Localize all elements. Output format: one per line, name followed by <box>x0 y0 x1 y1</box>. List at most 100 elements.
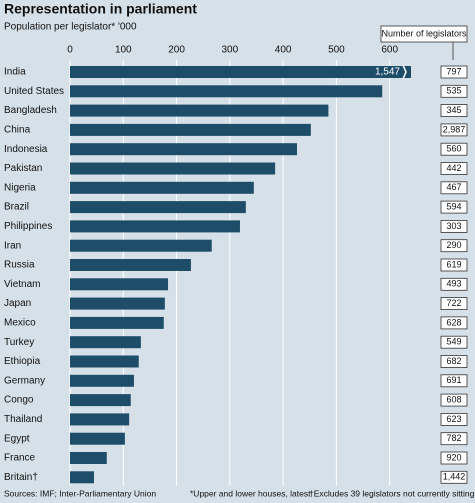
y-tick-label: France <box>4 453 36 464</box>
legislators-value: 628 <box>446 317 461 327</box>
legislators-value: 722 <box>446 298 461 308</box>
y-tick-label: Mexico <box>4 318 36 329</box>
legislators-value: 2,987 <box>443 124 466 134</box>
chart-subtitle: Population per legislator* '000 <box>4 22 137 33</box>
bar <box>70 66 411 78</box>
legislators-box <box>440 162 468 175</box>
y-tick-label: Thailand <box>4 414 42 425</box>
legislators-box <box>440 200 468 214</box>
x-tick-label: 300 <box>222 45 239 56</box>
y-tick-label: United States <box>4 86 64 97</box>
y-tick-label: Japan <box>4 298 31 309</box>
legislators-value: 782 <box>446 433 461 443</box>
y-tick-label: Iran <box>4 240 21 251</box>
legislators-value: 608 <box>446 394 461 404</box>
legislators-box <box>440 258 468 272</box>
legislators-header: Number of legislators <box>381 28 467 38</box>
bar <box>70 201 246 214</box>
y-tick-label: Bangladesh <box>4 105 57 116</box>
y-tick-label: Britain† <box>4 472 38 483</box>
value-label: 1,547 <box>375 67 400 78</box>
legislators-value: 535 <box>446 86 461 96</box>
legislators-value: 691 <box>446 375 461 385</box>
y-tick-label: Indonesia <box>4 144 48 155</box>
y-tick-label: Germany <box>4 375 45 386</box>
legislators-value: 290 <box>446 240 461 250</box>
legislators-box <box>440 470 468 484</box>
bar <box>70 297 165 310</box>
bar <box>70 220 240 233</box>
x-tick-label: 100 <box>115 45 132 56</box>
bar <box>70 162 276 175</box>
bar <box>70 394 131 407</box>
bar <box>70 316 164 329</box>
legislators-value: 549 <box>446 337 461 347</box>
legislators-box <box>440 432 468 446</box>
chart-title: Representation in parliament <box>4 1 197 17</box>
bar <box>70 181 254 194</box>
legislators-value: 797 <box>446 66 461 76</box>
y-tick-label: Turkey <box>4 337 34 348</box>
x-tick-label: 0 <box>67 45 73 56</box>
bar <box>70 336 141 349</box>
bar <box>70 355 139 368</box>
bar <box>70 471 94 484</box>
y-tick-label: Philippines <box>4 221 52 232</box>
legislators-header-box <box>380 25 468 43</box>
y-tick-label: Pakistan <box>4 163 42 174</box>
legislators-box <box>440 277 468 291</box>
legislators-value: 920 <box>446 452 461 462</box>
legislators-box <box>440 393 468 407</box>
bar <box>70 104 329 117</box>
legislators-value: 345 <box>446 105 461 115</box>
legislators-value: 619 <box>446 259 461 269</box>
footnote: Sources: IMF; Inter-Parliamentary Union <box>4 488 156 498</box>
y-tick-label: China <box>4 125 31 136</box>
y-tick-label: Egypt <box>4 433 30 444</box>
legislators-value: 1,442 <box>443 472 466 482</box>
y-tick-label: Vietnam <box>4 279 41 290</box>
legislators-box <box>440 335 468 349</box>
bar <box>70 374 134 387</box>
y-tick-label: Nigeria <box>4 182 36 193</box>
x-tick-label: 600 <box>381 45 398 56</box>
x-tick-label: 400 <box>275 45 292 56</box>
legislators-box <box>440 451 468 465</box>
legislators-box <box>440 374 468 388</box>
bar <box>70 239 212 252</box>
legislators-box <box>440 355 468 368</box>
y-tick-label: Congo <box>4 395 34 406</box>
bar <box>70 413 130 426</box>
bar <box>70 123 311 136</box>
y-tick-label: Ethiopia <box>4 356 41 367</box>
legislators-value: 623 <box>446 414 461 424</box>
y-tick-label: India <box>4 67 26 78</box>
legislators-value: 560 <box>446 144 461 154</box>
x-tick-label: 500 <box>328 45 345 56</box>
footnote: †Excludes 39 legislators not currently s… <box>309 488 475 498</box>
legislators-box <box>440 181 468 195</box>
x-tick-label: 200 <box>168 45 185 56</box>
legislators-box <box>440 104 468 117</box>
axis-break <box>402 64 407 80</box>
legislators-box <box>440 297 468 311</box>
legislators-value: 303 <box>446 221 461 231</box>
legislators-value: 493 <box>446 279 461 289</box>
legislators-box <box>440 219 468 233</box>
bar <box>70 259 191 271</box>
y-tick-label: Russia <box>4 260 35 271</box>
bar <box>70 85 383 98</box>
legislators-value: 594 <box>446 201 461 211</box>
legislators-box <box>440 123 468 137</box>
bar <box>70 452 107 464</box>
legislators-value: 682 <box>446 356 461 366</box>
legislators-box <box>440 316 468 330</box>
legislators-box <box>440 239 468 253</box>
legislators-box <box>440 65 468 79</box>
legislators-box <box>440 142 468 156</box>
bar <box>70 278 169 291</box>
bar <box>70 432 125 445</box>
bar <box>70 143 297 156</box>
legislators-value: 467 <box>446 182 461 192</box>
